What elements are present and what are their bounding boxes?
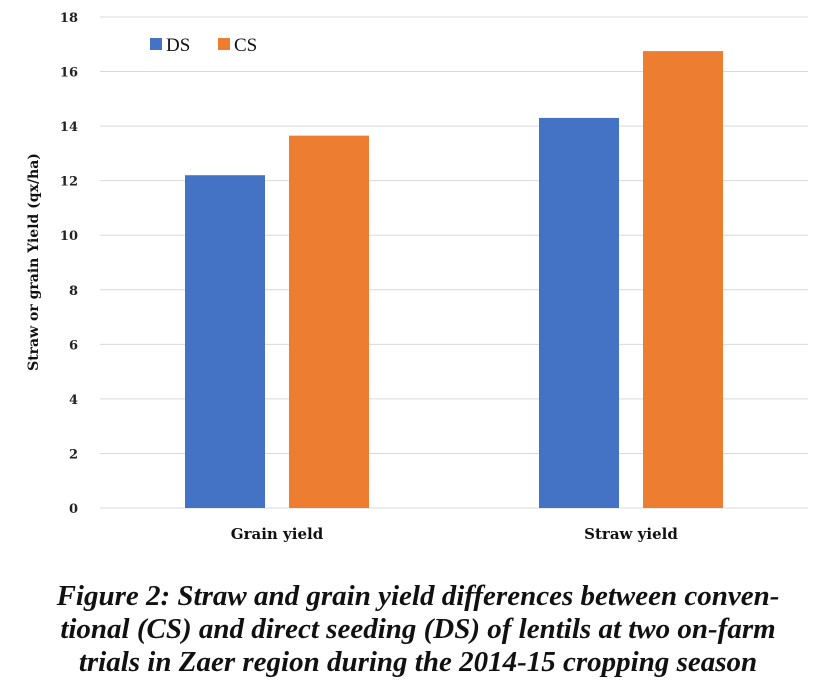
bar-cs-straw-yield — [643, 51, 723, 508]
y-tick-label: 0 — [69, 502, 78, 517]
bars — [185, 51, 723, 509]
legend-swatch-ds — [150, 38, 162, 50]
caption-line-1: Figure 2: Straw and grain yield differen… — [56, 580, 780, 612]
caption-line-3: trials in Zaer region during the 2014-15… — [78, 646, 758, 678]
y-axis-label: Straw or grain Yield (qx/ha) — [26, 153, 42, 371]
x-category-label: Grain yield — [231, 525, 324, 543]
y-tick-label: 2 — [69, 447, 78, 462]
bar-ds-grain-yield — [185, 175, 265, 508]
y-axis-ticks: 0 2 4 6 8 10 12 14 16 18 — [60, 11, 78, 517]
y-tick-label: 12 — [60, 175, 78, 190]
x-category-label: Straw yield — [584, 525, 678, 543]
bar-ds-straw-yield — [539, 117, 619, 508]
legend-label-ds: DS — [166, 35, 190, 56]
y-tick-label: 14 — [60, 120, 78, 135]
y-tick-label: 18 — [60, 11, 78, 26]
bar-chart: 0 2 4 6 8 10 12 14 16 18 Grain yield Straw yield D… — [26, 11, 808, 543]
x-axis-categories: Grain yield Straw yield — [231, 525, 679, 543]
y-tick-label: 16 — [60, 66, 78, 81]
y-tick-label: 6 — [69, 338, 78, 353]
legend: DS CS — [150, 35, 257, 56]
y-tick-label: 8 — [69, 284, 78, 299]
bar-cs-grain-yield — [289, 135, 369, 509]
legend-swatch-cs — [218, 38, 230, 50]
caption-line-2: tional (CS) and direct seeding (DS) of l… — [60, 613, 776, 645]
legend-label-cs: CS — [234, 35, 257, 56]
y-tick-label: 4 — [69, 393, 78, 408]
figure-caption: Figure 2: Straw and grain yield differen… — [0, 580, 836, 679]
y-tick-label: 10 — [60, 229, 78, 244]
